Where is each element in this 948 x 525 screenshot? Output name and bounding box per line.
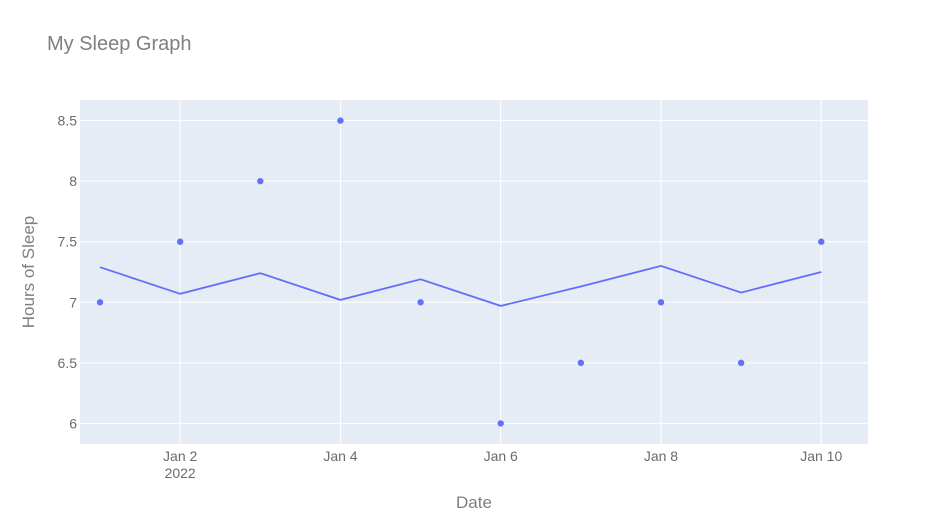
data-point xyxy=(737,359,745,367)
trend-line xyxy=(99,264,822,307)
data-point xyxy=(176,238,184,245)
data-point xyxy=(96,299,104,306)
data-point xyxy=(497,420,504,427)
x-tick-label: Jan 8 xyxy=(644,448,678,464)
y-tick-label: 7 xyxy=(69,294,77,310)
y-tick-label: 8 xyxy=(69,173,77,189)
series-layer xyxy=(96,117,825,427)
x-axis-label: Date xyxy=(456,493,492,512)
x-tick-year-label: 2022 xyxy=(165,465,196,481)
x-tick-label: Jan 6 xyxy=(484,448,518,464)
plot-area xyxy=(80,100,868,444)
y-tick-label: 6.5 xyxy=(58,355,78,371)
y-tick-label: 6 xyxy=(69,415,77,431)
grid-lines xyxy=(80,100,868,444)
x-tick-label: Jan 4 xyxy=(323,448,357,464)
y-axis-label: Hours of Sleep xyxy=(19,216,38,328)
data-point xyxy=(417,299,424,306)
x-tick-label: Jan 2 xyxy=(163,448,197,464)
y-axis-ticks: 6 6.5 7 7.5 8 8.5 xyxy=(58,113,78,432)
y-tick-label: 8.5 xyxy=(58,113,78,129)
y-tick-label: 7.5 xyxy=(58,234,78,250)
data-point xyxy=(657,299,665,306)
data-point xyxy=(818,238,825,245)
data-point xyxy=(577,359,585,367)
chart-title: My Sleep Graph xyxy=(47,33,192,55)
x-tick-label: Jan 10 xyxy=(800,448,842,464)
data-point xyxy=(257,177,264,185)
data-point xyxy=(337,117,344,124)
